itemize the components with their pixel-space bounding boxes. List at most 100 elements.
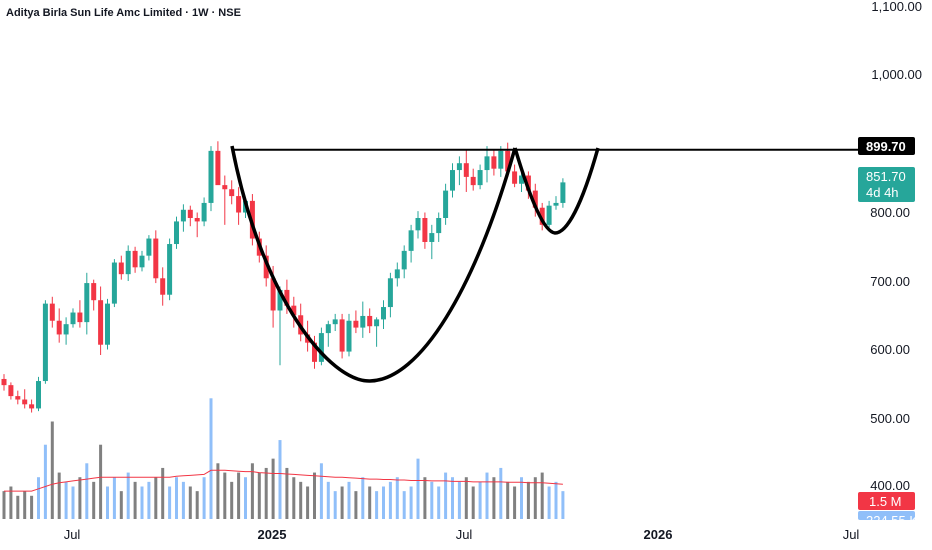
candle <box>401 245 407 279</box>
volume-bar <box>16 495 20 519</box>
volume-bar <box>37 477 40 519</box>
candle-body <box>463 163 469 177</box>
candle <box>160 267 166 306</box>
candle-body <box>98 300 104 345</box>
candle <box>477 164 483 190</box>
candle-body <box>263 255 269 279</box>
candle <box>49 296 55 328</box>
candle-body <box>312 342 317 362</box>
candle <box>450 163 455 198</box>
volume-badge: 1.5 M <box>858 492 915 510</box>
candle-body <box>160 278 166 295</box>
candle <box>125 245 131 282</box>
volume-bar <box>216 463 220 519</box>
cup-curve[interactable] <box>230 145 517 383</box>
candle-body <box>332 319 338 325</box>
time-axis[interactable]: Jul 2025 Jul 2026 Jul <box>64 527 860 542</box>
y-tick-label: 600.00 <box>870 342 910 357</box>
candle <box>284 279 290 314</box>
volume-bar <box>209 398 213 519</box>
candle <box>15 390 21 405</box>
volume-bar <box>444 472 448 519</box>
candle-body <box>174 221 179 245</box>
candle-body <box>111 262 117 304</box>
volume-bar <box>520 477 523 519</box>
candle-body <box>132 250 138 268</box>
last-price-badge: 851.70 4d 4h <box>858 167 915 202</box>
candle <box>360 301 366 338</box>
y-tick-label: 800.00 <box>870 205 910 220</box>
candle-body <box>8 385 14 397</box>
volume-bar <box>126 472 130 519</box>
volume-bar <box>492 477 496 519</box>
candle-body <box>387 278 393 308</box>
candle-body <box>436 218 442 234</box>
candle-body <box>394 269 400 279</box>
volume-bar <box>133 481 137 519</box>
candle <box>77 300 83 328</box>
volume-bar <box>23 491 27 519</box>
volume-bar <box>147 481 151 519</box>
candle <box>443 183 449 225</box>
candle <box>353 310 359 334</box>
volume-bar <box>181 481 185 519</box>
candle-body <box>525 175 531 191</box>
candle <box>436 212 442 242</box>
volume-bar <box>154 477 158 519</box>
x-tick-label: Jul <box>843 527 860 542</box>
volume-bar <box>561 491 565 519</box>
candle-body <box>539 207 545 225</box>
candle <box>519 171 524 192</box>
volume-bar <box>140 486 144 519</box>
handle-curve[interactable] <box>513 147 600 235</box>
candle-body <box>422 218 428 242</box>
candle-body <box>415 218 421 231</box>
volume-bar <box>175 477 178 519</box>
candle-body <box>374 319 380 327</box>
price-axis[interactable]: 1,100.00 1,000.00 800.00 700.00 600.00 5… <box>870 0 922 493</box>
candle <box>346 313 352 357</box>
candle <box>132 246 138 273</box>
candle <box>553 196 559 210</box>
volume-bar <box>99 444 103 519</box>
candle-body <box>201 202 207 222</box>
volume-bar <box>513 486 517 519</box>
volume-bar <box>368 486 372 519</box>
candle-body <box>491 156 497 169</box>
candle <box>491 149 497 176</box>
candle <box>484 146 490 183</box>
volume-bar <box>64 481 68 519</box>
candle <box>36 376 41 412</box>
candle-body <box>470 176 476 186</box>
candle-body <box>56 320 62 335</box>
candle-body <box>146 238 152 256</box>
candle-body <box>42 303 48 382</box>
volume-bar <box>195 491 199 519</box>
candle <box>312 335 317 369</box>
volume-bar <box>485 472 489 519</box>
candle-body <box>125 250 131 275</box>
candle <box>22 389 28 409</box>
candle <box>91 279 97 311</box>
candle <box>236 187 242 225</box>
volume-bar <box>423 477 427 519</box>
candle <box>325 320 331 347</box>
candle-body <box>553 202 559 206</box>
candle-body <box>77 312 83 323</box>
candle-body <box>339 319 345 352</box>
volume-bar <box>319 463 323 519</box>
candle-body <box>277 289 283 311</box>
candle-body <box>401 250 407 270</box>
candle <box>222 175 228 225</box>
candle <box>318 327 324 366</box>
candle-body <box>249 200 255 239</box>
candle-body <box>15 396 21 400</box>
candle-body <box>512 171 518 184</box>
volume-bar <box>278 440 282 519</box>
candle <box>394 262 400 287</box>
volume-bar <box>223 472 227 519</box>
candle-body <box>22 399 28 405</box>
y-tick-label: 1,100.00 <box>871 0 922 14</box>
volume-bar <box>30 495 34 519</box>
